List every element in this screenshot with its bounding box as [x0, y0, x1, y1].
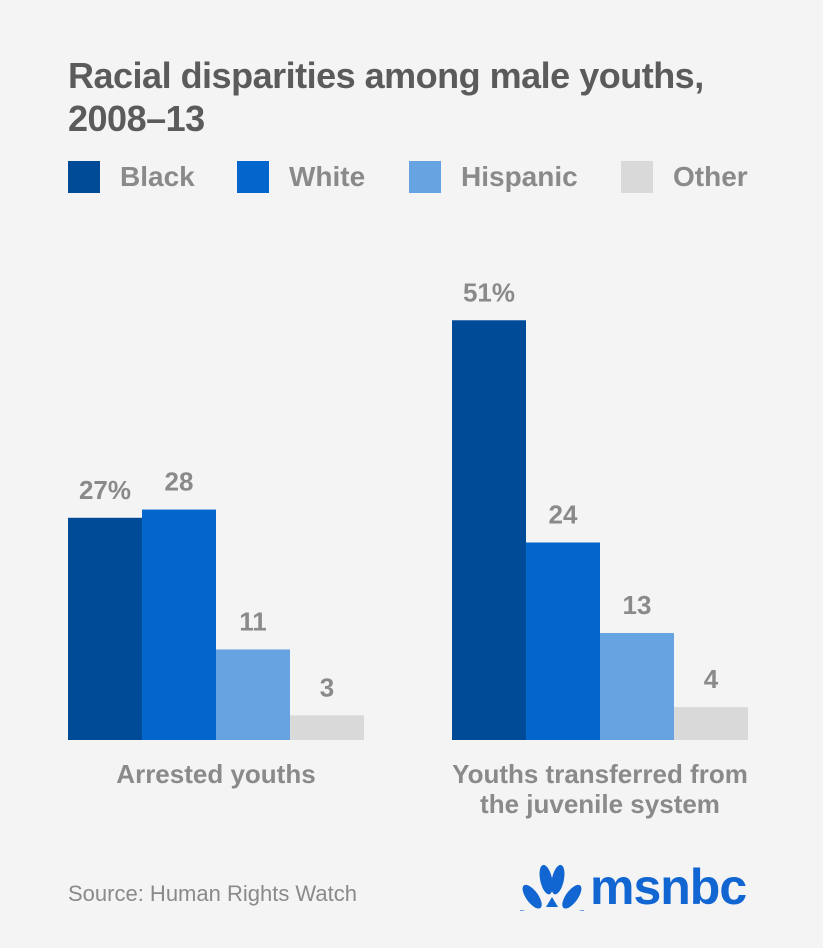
category-label-2-line-1: Youths transferred from	[452, 759, 748, 789]
bar-hispanic-2	[600, 633, 674, 740]
bar-white-2	[526, 542, 600, 740]
legend-label-black: Black	[120, 161, 195, 192]
legend-swatch-hispanic	[409, 161, 441, 193]
category-label-1-line-1: Arrested youths	[116, 759, 315, 789]
legend-item-white: White	[237, 160, 365, 194]
category-label-2-line-2: the juvenile system	[480, 789, 720, 819]
legend-swatch-other	[621, 161, 653, 193]
peacock-icon	[520, 864, 584, 911]
bar-black-2	[452, 320, 526, 740]
legend-item-hispanic: Hispanic	[409, 160, 578, 194]
chart-title: Racial disparities among male youths, 20…	[68, 55, 704, 139]
data-label-black-2: 51%	[463, 277, 515, 307]
legend-item-black: Black	[68, 160, 195, 194]
source-note: Source: Human Rights Watch	[68, 881, 357, 906]
legend-swatch-black	[68, 161, 100, 193]
logo-text: msnbc	[590, 859, 747, 915]
data-label-white-1: 28	[165, 467, 194, 497]
data-label-hispanic-2: 13	[623, 590, 652, 620]
data-label-black-1: 27%	[79, 475, 131, 505]
legend-swatch-white	[237, 161, 269, 193]
bar-other-2	[674, 707, 748, 740]
legend-label-hispanic: Hispanic	[461, 161, 578, 192]
bar-black-1	[68, 517, 142, 740]
legend-label-other: Other	[673, 161, 748, 192]
data-label-other-2: 4	[704, 664, 719, 694]
msnbc-logo: msnbc	[520, 858, 747, 916]
data-label-hispanic-1: 11	[239, 606, 267, 636]
bar-hispanic-1	[216, 649, 290, 740]
legend-item-other: Other	[621, 160, 748, 194]
bar-other-1	[290, 715, 364, 740]
data-label-other-1: 3	[320, 672, 334, 702]
data-label-white-2: 24	[549, 499, 578, 529]
bar-white-1	[142, 509, 216, 740]
legend-label-white: White	[289, 161, 366, 192]
